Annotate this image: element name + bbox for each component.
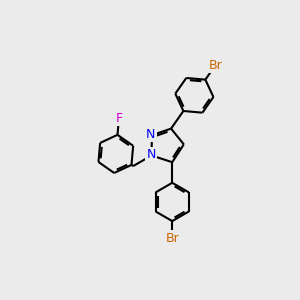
Text: N: N	[146, 148, 156, 161]
Text: Br: Br	[208, 59, 222, 72]
Text: Br: Br	[165, 232, 179, 245]
Text: N: N	[146, 128, 155, 141]
Text: F: F	[115, 112, 122, 125]
